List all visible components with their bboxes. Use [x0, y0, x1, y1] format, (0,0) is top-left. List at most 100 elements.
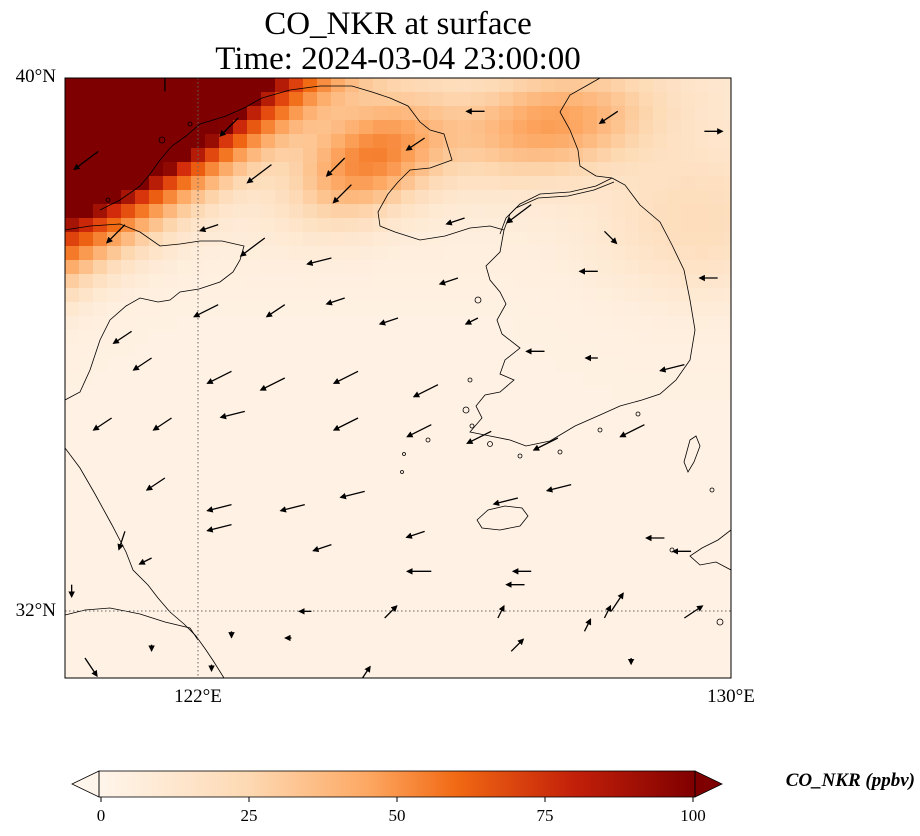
heat-cell	[107, 246, 122, 261]
heat-cell	[653, 274, 668, 289]
heat-cell	[625, 428, 640, 443]
heat-cell	[499, 386, 514, 401]
heat-cell	[205, 414, 220, 429]
heat-cell	[499, 428, 514, 443]
heat-cell	[261, 428, 276, 443]
heat-cell	[317, 302, 332, 317]
heat-cell	[121, 190, 136, 205]
heat-cell	[289, 260, 304, 275]
heat-cell	[387, 638, 402, 653]
heat-cell	[653, 582, 668, 597]
heat-cell	[107, 652, 122, 667]
heat-cell	[359, 470, 374, 485]
heat-cell	[191, 106, 206, 121]
heat-cell	[65, 148, 80, 163]
heat-cell	[233, 526, 248, 541]
heat-cell	[443, 386, 458, 401]
heat-cell	[149, 148, 164, 163]
heat-cell	[667, 302, 682, 317]
heat-cell	[401, 260, 416, 275]
heat-cell	[457, 232, 472, 247]
heat-cell	[107, 456, 122, 471]
heat-cell	[135, 92, 150, 107]
heat-cell	[499, 162, 514, 177]
heat-cell	[555, 386, 570, 401]
heat-cell	[499, 176, 514, 191]
heat-cell	[471, 372, 486, 387]
heat-cell	[583, 260, 598, 275]
heat-cell	[597, 526, 612, 541]
heat-cell	[611, 78, 626, 93]
heat-cell	[275, 302, 290, 317]
heat-cell	[107, 288, 122, 303]
colorbar-body	[99, 771, 695, 797]
heat-cell	[569, 554, 584, 569]
heat-cell	[317, 134, 332, 149]
heat-cell	[555, 344, 570, 359]
heat-cell	[331, 526, 346, 541]
heat-cell	[331, 148, 346, 163]
heat-cell	[79, 288, 94, 303]
heat-cell	[373, 400, 388, 415]
heat-cell	[429, 596, 444, 611]
wind-arrow	[279, 504, 305, 513]
heat-cell	[709, 526, 724, 541]
heat-cell	[177, 554, 192, 569]
heat-cell	[667, 274, 682, 289]
heat-cell	[653, 302, 668, 317]
heat-cell	[79, 442, 94, 457]
heat-cell	[611, 358, 626, 373]
heat-cell	[317, 400, 332, 415]
heat-cell	[387, 666, 402, 678]
heat-cell	[555, 400, 570, 415]
heat-cell	[583, 232, 598, 247]
heat-cell	[331, 316, 346, 331]
heat-cell	[625, 498, 640, 513]
heat-cell	[373, 470, 388, 485]
heat-cell	[345, 498, 360, 513]
heat-cell	[205, 596, 220, 611]
heat-cell	[471, 470, 486, 485]
heat-cell	[723, 232, 731, 247]
heat-cell	[121, 610, 136, 625]
heat-cell	[261, 624, 276, 639]
heat-cell	[681, 414, 696, 429]
heat-cell	[443, 456, 458, 471]
heat-cell	[205, 428, 220, 443]
heat-cell	[555, 92, 570, 107]
heat-cell	[205, 372, 220, 387]
heat-cell	[93, 456, 108, 471]
heat-cell	[625, 666, 640, 678]
wind-arrow	[239, 237, 266, 257]
heat-cell	[541, 666, 556, 678]
heat-cell	[555, 470, 570, 485]
heat-cell	[527, 260, 542, 275]
coast-north-korea-east	[559, 78, 613, 179]
heat-cell	[345, 526, 360, 541]
heat-cell	[345, 400, 360, 415]
heat-cell	[401, 232, 416, 247]
heat-cell	[303, 386, 318, 401]
heat-cell	[611, 484, 626, 499]
heat-cell	[135, 148, 150, 163]
heat-cell	[135, 386, 150, 401]
heat-cell	[541, 78, 556, 93]
heat-cell	[191, 386, 206, 401]
heat-cell	[597, 498, 612, 513]
heat-cell	[121, 414, 136, 429]
heat-cell	[149, 540, 164, 555]
heat-cell	[485, 456, 500, 471]
heat-cell	[191, 526, 206, 541]
heat-cell	[583, 456, 598, 471]
heat-cell	[247, 624, 262, 639]
heat-cell	[177, 610, 192, 625]
heat-cell	[121, 512, 136, 527]
heat-cell	[261, 638, 276, 653]
heat-cell	[65, 568, 80, 583]
heat-cell	[485, 162, 500, 177]
heat-cell	[219, 148, 234, 163]
heat-cell	[597, 484, 612, 499]
heat-cell	[429, 288, 444, 303]
heat-cell	[723, 372, 731, 387]
heat-cell	[359, 344, 374, 359]
